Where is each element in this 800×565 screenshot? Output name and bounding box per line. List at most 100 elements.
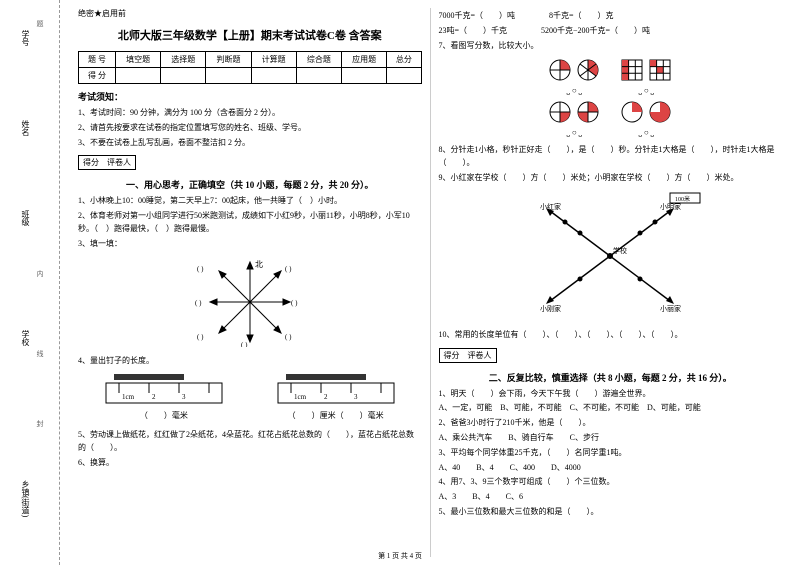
label-school: 学校: [20, 330, 31, 346]
q2: 2、体育老师对第一小组同学进行50米跑测试，成绩如下小红9秒，小丽11秒，小明8…: [78, 210, 422, 236]
th-5: 综合题: [296, 52, 341, 68]
ruler-row: 1cm23 （ ）毫米 1cm23 （ ）厘米（ ）毫米: [78, 371, 422, 425]
sub-score-box-2: 得分 评卷人: [439, 348, 497, 363]
ruler-left-label: （ ）毫米: [104, 410, 224, 423]
q3: 3、填一填：: [78, 238, 422, 251]
mark-xian: 线: [35, 350, 45, 357]
fraction-circles: ⎵ ○ ⎵ ⎵ ○ ⎵: [548, 58, 600, 138]
exam-page: 学号 姓名 班级 学校 乡镇(街道) 题 内 线 封 绝密★启用前 北师大版三年…: [0, 0, 800, 565]
svg-text:3: 3: [182, 393, 186, 401]
score-value-row: 得 分: [79, 68, 422, 84]
svg-text:( ): ( ): [241, 341, 248, 347]
svg-text:( ): ( ): [291, 299, 298, 307]
th-4: 计算题: [251, 52, 296, 68]
exam-title: 北师大版三年级数学【上册】期末考试试卷C卷 含答案: [78, 27, 422, 43]
s2q2: 2、爸爸3小时行了210千米，他是（ ）。: [439, 417, 783, 430]
cell-blank: [251, 68, 296, 84]
q8: 8、分针走1小格，秒针正好走（ ），是（ ）秒。分针走1大格是（ ），时针走1大…: [439, 144, 783, 170]
cell-blank: [115, 68, 160, 84]
score-header-row: 题 号 填空题 选择题 判断题 计算题 综合题 应用题 总分: [79, 52, 422, 68]
notice-1: 1、考试时间：90 分钟，满分为 100 分（含卷面分 2 分）。: [78, 107, 422, 120]
label-name: 姓名: [20, 120, 31, 136]
q5: 5、劳动课上做纸花，红红做了2朵纸花，4朵蓝花。红花占纸花总数的（ ），蓝花占纸…: [78, 429, 422, 455]
th-2: 选择题: [161, 52, 206, 68]
s2q5: 5、最小三位数和最大三位数的和是（ ）。: [439, 506, 783, 519]
notice-head: 考试须知：: [78, 90, 422, 103]
conv-2: 23吨=（ ）千克: [439, 26, 508, 35]
q1: 1、小林晚上10：00睡觉，第二天早上7：00起床，他一共睡了（ ）小时。: [78, 195, 422, 208]
mark-ti: 题: [35, 20, 45, 27]
section2-title: 二、反复比较，慎重选择（共 8 小题，每题 2 分，共 16 分）。: [439, 371, 783, 384]
secret-tag: 绝密★启用前: [78, 8, 422, 19]
content-area: 绝密★启用前 北师大版三年级数学【上册】期末考试试卷C卷 含答案 题 号 填空题…: [60, 0, 800, 565]
mark-feng: 封: [35, 420, 45, 427]
map-diagram: 100米 学校 小红家 小明家 小刚家 小丽家: [439, 191, 783, 323]
notice-3: 3、不要在试卷上乱写乱画，卷面不整洁扣 2 分。: [78, 137, 422, 150]
q9: 9、小红家在学校（ ）方（ ）米处；小明家在学校（ ）方（ ）米处。: [439, 172, 783, 185]
compass-svg: 北 ( )( ) ( )( ) ( )( ) ( ): [195, 257, 305, 347]
label-studentid: 学号: [20, 30, 31, 46]
conv-row1: 7000千克=（ ）吨 8千克=（ ）克: [439, 10, 783, 23]
s2q4o: A、3 B、4 C、6: [439, 491, 783, 504]
row2-label: 得 分: [79, 68, 116, 84]
svg-text:( ): ( ): [197, 265, 204, 273]
binding-sidebar: 学号 姓名 班级 学校 乡镇(街道) 题 内 线 封: [0, 0, 60, 565]
s2q1o: A、一定，可能 B、可能，不可能 C、不可能，不可能 D、可能，可能: [439, 402, 783, 415]
label-town: 乡镇(街道): [20, 480, 31, 517]
svg-text:3: 3: [354, 393, 358, 401]
page-footer: 第 1 页 共 4 页: [0, 551, 800, 561]
cell-blank: [206, 68, 251, 84]
compass-diagram: 北 ( )( ) ( )( ) ( )( ) ( ): [78, 257, 422, 349]
svg-text:2: 2: [152, 393, 156, 401]
ruler-right: 1cm23 （ ）厘米（ ）毫米: [276, 371, 396, 425]
s2q2o: A、乘公共汽车 B、骑自行车 C、步行: [439, 432, 783, 445]
q4: 4、量出钉子的长度。: [78, 355, 422, 368]
q7: 7、看图写分数，比较大小。: [439, 40, 783, 53]
svg-text:( ): ( ): [197, 333, 204, 341]
ruler-right-svg: 1cm23: [276, 371, 396, 406]
svg-text:小丽家: 小丽家: [660, 304, 681, 313]
ruler-left: 1cm 2 3 （ ）毫米: [104, 371, 224, 425]
map-svg: 100米 学校 小红家 小明家 小刚家 小丽家: [510, 191, 710, 321]
right-column: 7000千克=（ ）吨 8千克=（ ）克 23吨=（ ）千克 5200千克−20…: [431, 8, 791, 557]
label-class: 班级: [20, 210, 31, 226]
th-6: 应用题: [342, 52, 387, 68]
cell-blank: [296, 68, 341, 84]
cell-blank: [387, 68, 421, 84]
svg-text:1cm: 1cm: [122, 393, 135, 401]
s2q3: 3、平均每个同学体重25千克，（ ）名同学重1吨。: [439, 447, 783, 460]
cell-blank: [342, 68, 387, 84]
s2q1: 1、明天（ ）会下雨，今天下午我（ ）游遍全世界。: [439, 388, 783, 401]
conv-0: 7000千克=（ ）吨: [439, 11, 516, 20]
svg-text:1cm: 1cm: [294, 393, 307, 401]
svg-text:小红家: 小红家: [540, 202, 561, 211]
s2q4: 4、用7、3、9三个数字可组成（ ）个三位数。: [439, 476, 783, 489]
svg-text:学校: 学校: [613, 246, 627, 255]
svg-text:( ): ( ): [285, 333, 292, 341]
svg-text:100米: 100米: [675, 195, 690, 203]
svg-text:小明家: 小明家: [660, 202, 681, 211]
mark-nei: 内: [35, 270, 45, 277]
conv-3: 5200千克−200千克=（ ）吨: [541, 26, 650, 35]
svg-text:( ): ( ): [285, 265, 292, 273]
th-1: 填空题: [115, 52, 160, 68]
fraction-diagrams: ⎵ ○ ⎵ ⎵ ○ ⎵ ⎵ ○ ⎵: [439, 58, 783, 138]
fraction-squares: ⎵ ○ ⎵ ⎵ ○ ⎵: [620, 58, 672, 138]
conv-row2: 23吨=（ ）千克 5200千克−200千克=（ ）吨: [439, 25, 783, 38]
th-7: 总分: [387, 52, 421, 68]
left-column: 绝密★启用前 北师大版三年级数学【上册】期末考试试卷C卷 含答案 题 号 填空题…: [70, 8, 431, 557]
th-0: 题 号: [79, 52, 116, 68]
q6: 6、换算。: [78, 457, 422, 470]
ruler-left-svg: 1cm 2 3: [104, 371, 224, 406]
svg-text:小刚家: 小刚家: [540, 304, 561, 313]
s2q3o: A、40 B、4 C、400 D、4000: [439, 462, 783, 475]
sub-score-box: 得分 评卷人: [78, 155, 136, 170]
section1-title: 一、用心思考，正确填空（共 10 小题，每题 2 分，共 20 分）。: [78, 178, 422, 191]
notice-2: 2、请首先按要求在试卷的指定位置填写您的姓名、班级、学号。: [78, 122, 422, 135]
ruler-right-label: （ ）厘米（ ）毫米: [276, 410, 396, 423]
q10: 10、常用的长度单位有（ ）、（ ）、（ ）、（ ）、（ ）。: [439, 329, 783, 342]
th-3: 判断题: [206, 52, 251, 68]
conv-1: 8千克=（ ）克: [549, 11, 614, 20]
svg-text:( ): ( ): [195, 299, 202, 307]
score-table: 题 号 填空题 选择题 判断题 计算题 综合题 应用题 总分 得 分: [78, 51, 422, 84]
